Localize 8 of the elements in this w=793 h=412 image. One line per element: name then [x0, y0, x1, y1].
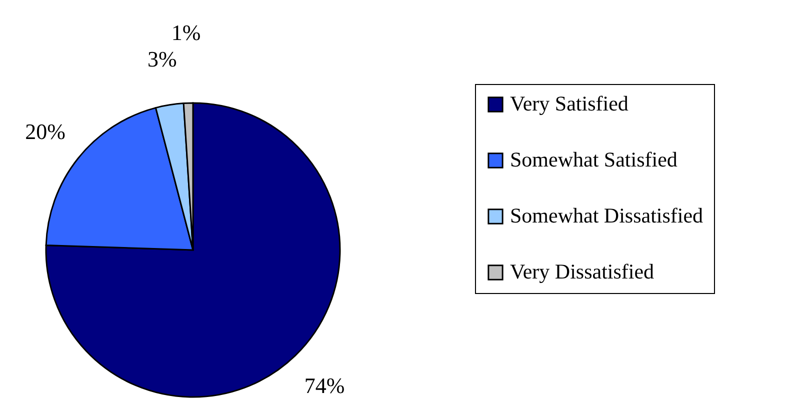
legend-label: Somewhat Satisfied — [510, 148, 678, 172]
legend-label: Very Satisfied — [510, 92, 629, 116]
data-label: 74% — [304, 372, 345, 398]
data-label: 20% — [25, 119, 66, 144]
legend-label: Very Dissatisfied — [510, 260, 655, 284]
data-label: 3% — [148, 46, 177, 72]
legend-label: Somewhat Dissatisfied — [510, 204, 704, 228]
data-label: 1% — [171, 20, 201, 46]
